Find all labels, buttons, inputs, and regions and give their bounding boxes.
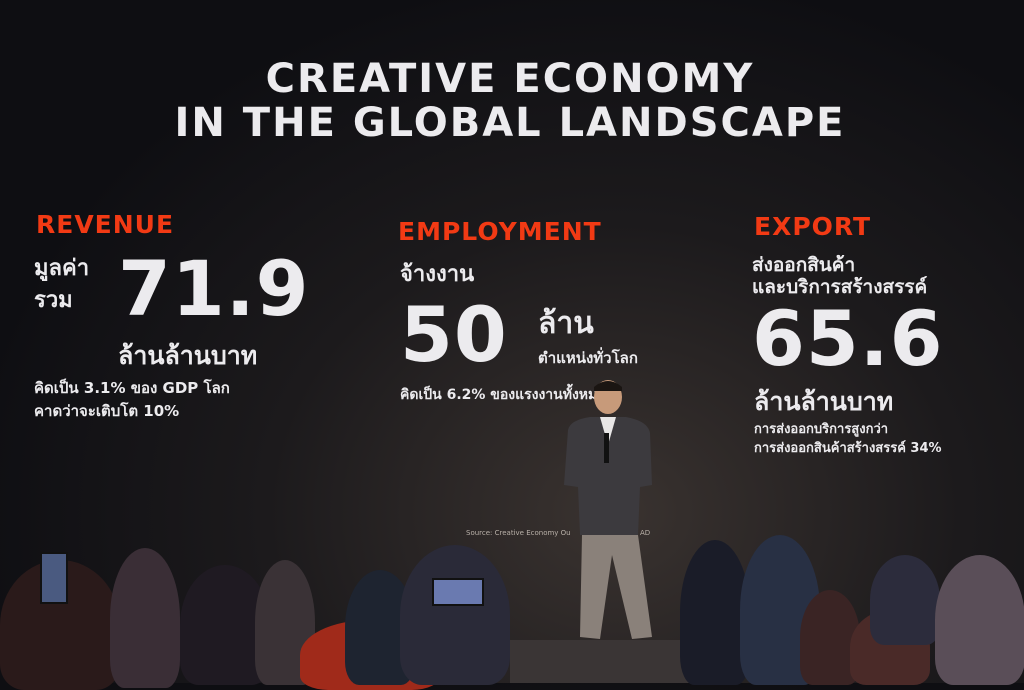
speaker <box>564 380 652 639</box>
revenue-note-2: คาดว่าจะเติบโต 10% <box>34 402 180 420</box>
export-label-1: ส่งออกสินค้า <box>752 254 856 276</box>
export-unit: ล้านล้านบาท <box>754 387 894 416</box>
revenue-value: 71.9 <box>118 244 310 333</box>
stage <box>510 640 690 683</box>
revenue-label-2: รวม <box>34 288 73 313</box>
revenue-unit: ล้านล้านบาท <box>118 341 258 370</box>
export-heading: EXPORT <box>754 212 872 241</box>
employment-value: 50 <box>400 290 508 379</box>
employment-label: จ้างงาน <box>400 262 475 287</box>
export-note-1: การส่งออกบริการสูงกว่า <box>754 422 889 437</box>
export-note-2: การส่งออกสินค้าสร้างสรรค์ 34% <box>754 441 942 456</box>
phone-screen <box>432 578 484 606</box>
revenue-heading: REVENUE <box>36 210 175 239</box>
employment-note: คิดเป็น 6.2% ของแรงงานทั้งหมด <box>400 387 607 403</box>
slide-title-line2: IN THE GLOBAL LANDSCAPE <box>174 100 846 146</box>
slide-title-line1: CREATIVE ECONOMY <box>265 56 755 102</box>
employment-heading: EMPLOYMENT <box>398 217 602 246</box>
source-note: Source: Creative Economy Ou <box>466 529 571 537</box>
employment-unit-sub: ตำแหน่งทั่วโลก <box>538 349 638 367</box>
employment-unit: ล้าน <box>538 306 594 341</box>
revenue-note-1: คิดเป็น 3.1% ของ GDP โลก <box>34 379 230 397</box>
export-label-2: และบริการสร้างสรรค์ <box>752 276 928 298</box>
source-note-tail: AD <box>640 529 651 537</box>
revenue-label-1: มูลค่า <box>34 256 90 281</box>
export-value: 65.6 <box>752 294 944 383</box>
phone-screen <box>40 552 68 604</box>
